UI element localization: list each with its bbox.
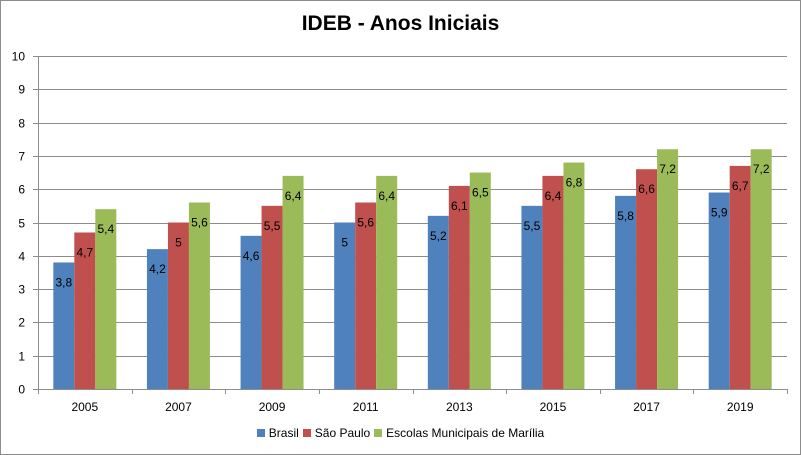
legend-item: Escolas Municipais de Marília <box>374 426 544 440</box>
data-label: 5,2 <box>430 229 447 243</box>
data-label: 5,8 <box>617 209 634 223</box>
data-label: 5,4 <box>97 222 114 236</box>
x-tick-label: 2009 <box>259 400 286 414</box>
data-label: 5,5 <box>264 219 281 233</box>
bar <box>53 262 75 389</box>
data-label: 7,2 <box>753 162 770 176</box>
y-tick-label: 5 <box>18 217 25 231</box>
data-label: 5,9 <box>711 206 728 220</box>
bar <box>469 172 491 389</box>
chart-title: IDEB - Anos Iniciais <box>301 12 500 35</box>
y-tick-label: 7 <box>18 150 25 164</box>
data-label: 4,7 <box>76 245 93 259</box>
data-label: 6,4 <box>285 189 302 203</box>
legend-swatch <box>374 429 383 437</box>
y-tick-label: 0 <box>18 383 25 397</box>
y-tick-label: 2 <box>18 316 25 330</box>
data-label: 6,8 <box>566 176 583 190</box>
data-label: 6,4 <box>545 189 562 203</box>
data-label: 5,5 <box>524 219 541 233</box>
legend-item: Brasil <box>256 426 299 440</box>
y-tick-label: 9 <box>18 83 25 97</box>
data-label: 3,8 <box>55 275 72 289</box>
bar <box>729 165 751 389</box>
legend-swatch <box>256 429 265 437</box>
bar <box>563 162 585 389</box>
bar <box>261 205 283 389</box>
data-label: 6,5 <box>472 186 489 200</box>
legend-label: São Paulo <box>314 426 371 440</box>
y-tick-label: 8 <box>18 117 25 131</box>
bar <box>448 185 470 389</box>
bar <box>74 232 96 389</box>
bar <box>282 175 304 389</box>
data-label: 5 <box>341 236 348 250</box>
legend: Brasil São Paulo Escolas Municipais de Mar… <box>0 426 801 440</box>
bar <box>167 222 189 389</box>
data-label: 5,6 <box>357 216 374 230</box>
y-tick-label: 4 <box>18 250 25 264</box>
bar <box>542 175 564 389</box>
x-tick-label: 2019 <box>727 400 754 414</box>
bar <box>355 202 377 389</box>
x-tick-label: 2017 <box>633 400 660 414</box>
bar <box>334 222 356 389</box>
y-tick-label: 6 <box>18 183 25 197</box>
x-tick-label: 2013 <box>446 400 473 414</box>
data-label: 5,6 <box>191 216 208 230</box>
legend-label: Brasil <box>268 426 299 440</box>
bar <box>657 149 679 389</box>
y-tick-label: 3 <box>18 283 25 297</box>
data-label: 6,4 <box>378 189 395 203</box>
y-tick-label: 10 <box>12 50 26 64</box>
bar <box>146 249 168 389</box>
bar <box>188 202 210 389</box>
data-label: 4,6 <box>243 249 260 263</box>
bar <box>636 169 658 389</box>
bar <box>427 215 449 389</box>
data-label: 4,2 <box>149 262 166 276</box>
data-label: 7,2 <box>659 162 676 176</box>
data-label: 5 <box>175 236 182 250</box>
bar <box>615 195 637 389</box>
legend-label: Escolas Municipais de Marília <box>386 426 545 440</box>
bar <box>240 235 262 389</box>
legend-swatch <box>302 429 311 437</box>
bar <box>521 205 543 389</box>
bar <box>95 209 117 389</box>
legend-item: São Paulo <box>302 426 371 440</box>
bar <box>708 192 730 389</box>
x-tick-label: 2005 <box>71 400 98 414</box>
bar <box>376 175 398 389</box>
data-label: 6,1 <box>451 199 468 213</box>
data-label: 6,6 <box>638 182 655 196</box>
bar <box>750 149 772 389</box>
x-tick-label: 2007 <box>165 400 192 414</box>
x-tick-label: 2015 <box>540 400 567 414</box>
data-label: 6,7 <box>732 179 749 193</box>
x-tick-label: 2011 <box>353 400 379 414</box>
y-tick-label: 1 <box>18 350 25 364</box>
